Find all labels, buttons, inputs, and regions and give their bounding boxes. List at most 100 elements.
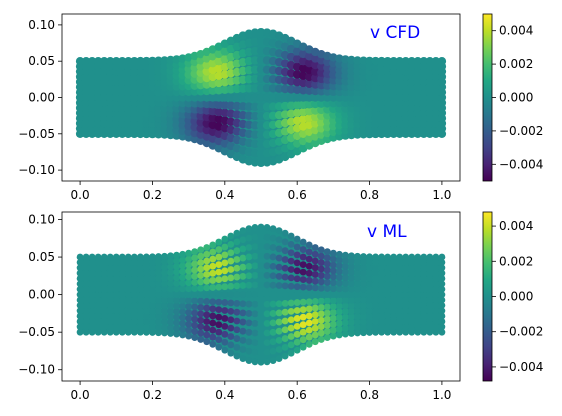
data-point	[438, 312, 446, 320]
data-point	[136, 307, 144, 315]
data-point	[378, 280, 386, 288]
data-point	[197, 259, 205, 266]
data-point	[378, 258, 386, 266]
data-point	[286, 93, 296, 102]
data-point	[262, 121, 272, 130]
data-point	[112, 296, 120, 304]
data-point	[287, 324, 295, 332]
data-point	[414, 301, 422, 309]
data-point	[342, 302, 349, 310]
data-point	[143, 269, 150, 277]
data-point	[76, 328, 84, 336]
data-point	[311, 311, 319, 319]
data-point	[197, 252, 205, 260]
data-point	[299, 291, 307, 299]
data-point	[191, 260, 199, 268]
y-tick-label: 0.05	[28, 54, 55, 68]
data-point	[317, 259, 325, 266]
data-point	[420, 301, 428, 309]
data-point	[299, 343, 307, 351]
data-point	[426, 285, 434, 293]
data-point	[76, 301, 84, 309]
data-point	[396, 269, 404, 277]
data-point	[81, 57, 91, 66]
data-point	[372, 307, 379, 315]
data-point	[130, 312, 138, 320]
data-point	[221, 259, 229, 267]
data-point	[275, 282, 283, 289]
data-point	[214, 86, 223, 95]
data-point	[263, 272, 271, 279]
data-point	[311, 99, 320, 109]
data-point	[311, 318, 319, 325]
data-point	[335, 331, 343, 339]
colorbar	[482, 13, 493, 182]
data-point	[191, 272, 199, 280]
data-point	[263, 310, 271, 318]
data-point	[112, 285, 120, 293]
data-point	[257, 233, 265, 241]
data-point	[191, 334, 199, 341]
data-point	[155, 264, 162, 271]
data-point	[257, 281, 265, 289]
data-point	[329, 255, 337, 263]
y-tick-label: 0.00	[28, 288, 55, 302]
data-point	[323, 81, 332, 90]
data-point	[166, 55, 175, 65]
data-point	[426, 275, 434, 282]
data-point	[360, 291, 367, 299]
data-point	[203, 324, 211, 332]
data-point	[293, 251, 301, 259]
data-point	[227, 240, 235, 248]
data-point	[215, 336, 223, 344]
data-point	[179, 268, 187, 275]
data-point	[414, 253, 422, 261]
data-point	[402, 312, 410, 320]
data-point	[130, 307, 138, 315]
data-point	[167, 252, 174, 260]
data-point	[100, 259, 108, 266]
data-point	[390, 275, 398, 282]
data-point	[426, 253, 434, 261]
data-point	[360, 302, 367, 309]
data-point	[130, 285, 138, 293]
data-point	[420, 275, 428, 282]
data-point	[118, 318, 126, 325]
data-point	[366, 318, 373, 326]
data-point	[208, 86, 217, 95]
data-point	[348, 296, 355, 304]
data-point	[197, 323, 205, 331]
data-point	[378, 275, 386, 282]
data-point	[209, 291, 217, 299]
data-point	[299, 93, 308, 102]
data-point	[305, 298, 313, 306]
data-point	[112, 264, 120, 272]
colorbar-tick-label: 0.002	[499, 57, 533, 71]
data-point	[269, 272, 277, 280]
data-point	[311, 244, 319, 251]
data-point	[238, 110, 248, 120]
data-point	[256, 27, 266, 37]
data-point	[372, 269, 379, 277]
data-point	[118, 269, 126, 277]
data-point	[432, 328, 440, 336]
data-point	[281, 343, 289, 351]
data-point	[293, 259, 301, 267]
data-point	[250, 28, 260, 37]
data-point	[202, 93, 211, 102]
data-point	[76, 280, 84, 288]
data-point	[244, 84, 254, 93]
data-point	[82, 307, 90, 315]
data-point	[215, 253, 223, 261]
data-point	[299, 336, 307, 344]
data-point	[221, 307, 229, 314]
data-point	[112, 312, 120, 320]
data-point	[293, 307, 301, 314]
data-point	[100, 307, 108, 315]
data-point	[323, 105, 332, 114]
data-point	[173, 302, 180, 310]
y-tick-label: 0.10	[28, 213, 55, 227]
data-point	[293, 243, 301, 251]
data-point	[438, 323, 446, 331]
data-point	[167, 324, 174, 332]
